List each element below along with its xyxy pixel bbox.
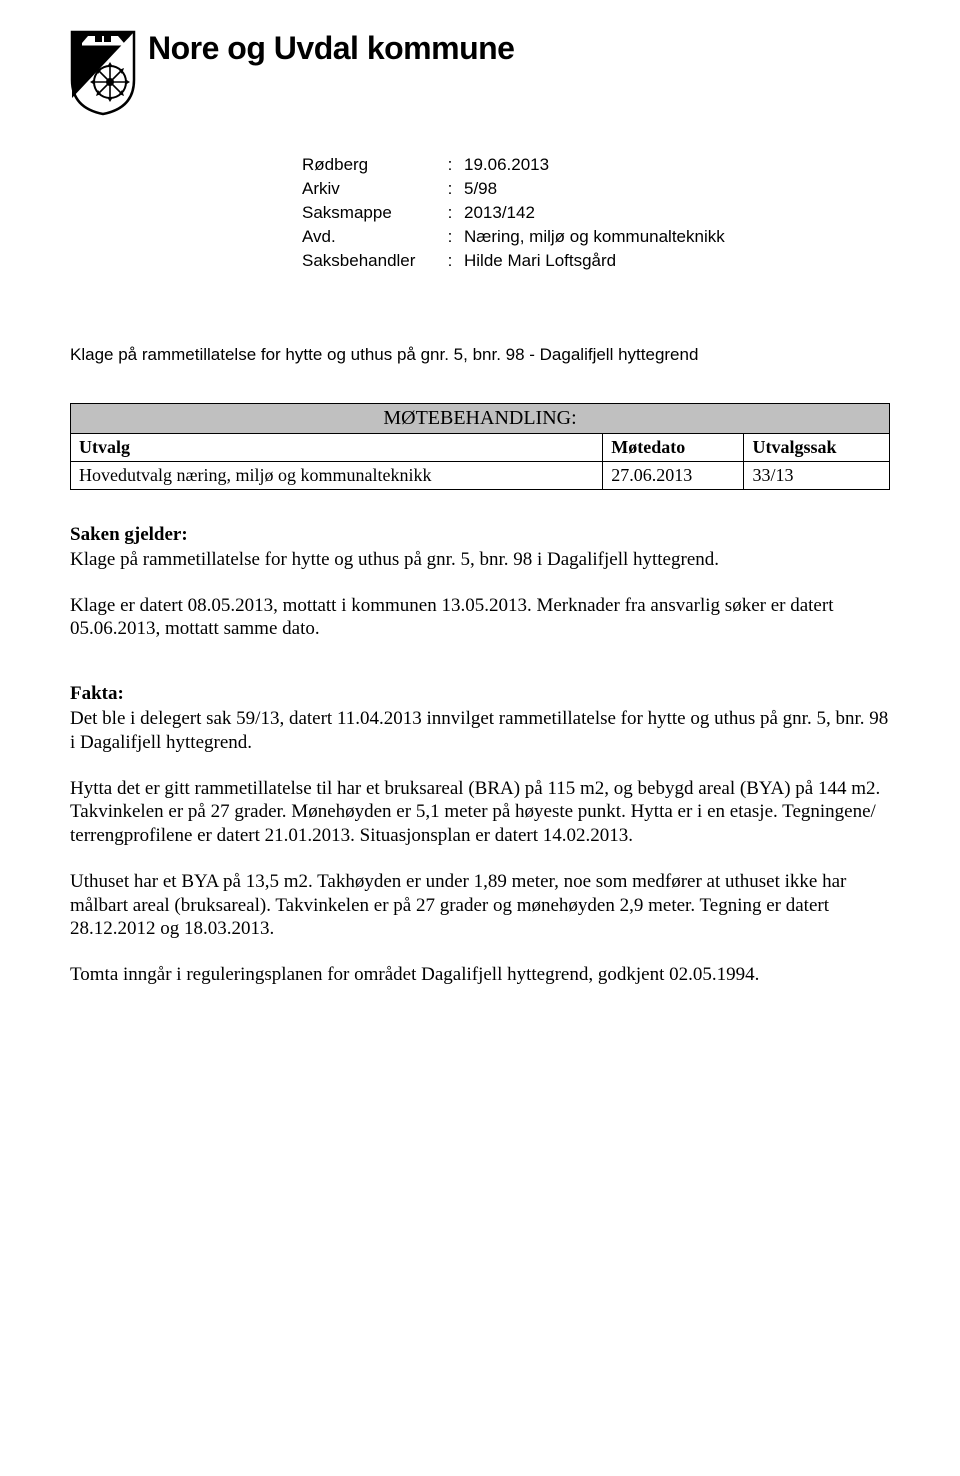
panel-header-motedato: Møtedato [603, 433, 744, 461]
meta-row: Saksmappe : 2013/142 [302, 202, 731, 224]
paragraph: Tomta inngår i reguleringsplanen for omr… [70, 963, 890, 987]
paragraph: Det ble i delegert sak 59/13, datert 11.… [70, 707, 890, 755]
meta-label: Saksbehandler [302, 250, 442, 272]
meta-row: Saksbehandler : Hilde Mari Loftsgård [302, 250, 731, 272]
document-header: Nore og Uvdal kommune [70, 30, 890, 116]
meta-value: 19.06.2013 [464, 154, 731, 176]
meta-colon: : [444, 250, 462, 272]
meta-value: Hilde Mari Loftsgård [464, 250, 731, 272]
meta-row: Avd. : Næring, miljø og kommunalteknikk [302, 226, 731, 248]
document-subject: Klage på rammetillatelse for hytte og ut… [70, 344, 890, 367]
panel-banner: MØTEBEHANDLING: [71, 403, 890, 433]
meta-label: Saksmappe [302, 202, 442, 224]
panel-cell-motedato: 27.06.2013 [603, 461, 744, 489]
municipality-shield-icon [70, 30, 136, 116]
meta-label: Avd. [302, 226, 442, 248]
meta-row: Rødberg : 19.06.2013 [302, 154, 731, 176]
meta-value: 5/98 [464, 178, 731, 200]
panel-cell-utvalg: Hovedutvalg næring, miljø og kommunaltek… [71, 461, 603, 489]
section-heading-saken-gjelder: Saken gjelder: [70, 524, 890, 546]
meta-value: 2013/142 [464, 202, 731, 224]
document-meta-table: Rødberg : 19.06.2013 Arkiv : 5/98 Saksma… [300, 152, 733, 274]
paragraph: Uthuset har et BYA på 13,5 m2. Takhøyden… [70, 870, 890, 941]
meeting-panel-table: MØTEBEHANDLING: Utvalg Møtedato Utvalgss… [70, 403, 890, 490]
meta-label: Arkiv [302, 178, 442, 200]
meta-colon: : [444, 202, 462, 224]
municipality-title: Nore og Uvdal kommune [148, 30, 514, 67]
panel-header-utvalgssak: Utvalgssak [744, 433, 890, 461]
meta-colon: : [444, 154, 462, 176]
meta-value: Næring, miljø og kommunalteknikk [464, 226, 731, 248]
meta-label: Rødberg [302, 154, 442, 176]
section-heading-fakta: Fakta: [70, 683, 890, 705]
meta-colon: : [444, 226, 462, 248]
meta-row: Arkiv : 5/98 [302, 178, 731, 200]
meta-colon: : [444, 178, 462, 200]
paragraph: Hytta det er gitt rammetillatelse til ha… [70, 777, 890, 848]
paragraph: Klage på rammetillatelse for hytte og ut… [70, 548, 890, 572]
panel-header-utvalg: Utvalg [71, 433, 603, 461]
panel-cell-utvalgssak: 33/13 [744, 461, 890, 489]
paragraph: Klage er datert 08.05.2013, mottatt i ko… [70, 594, 890, 642]
